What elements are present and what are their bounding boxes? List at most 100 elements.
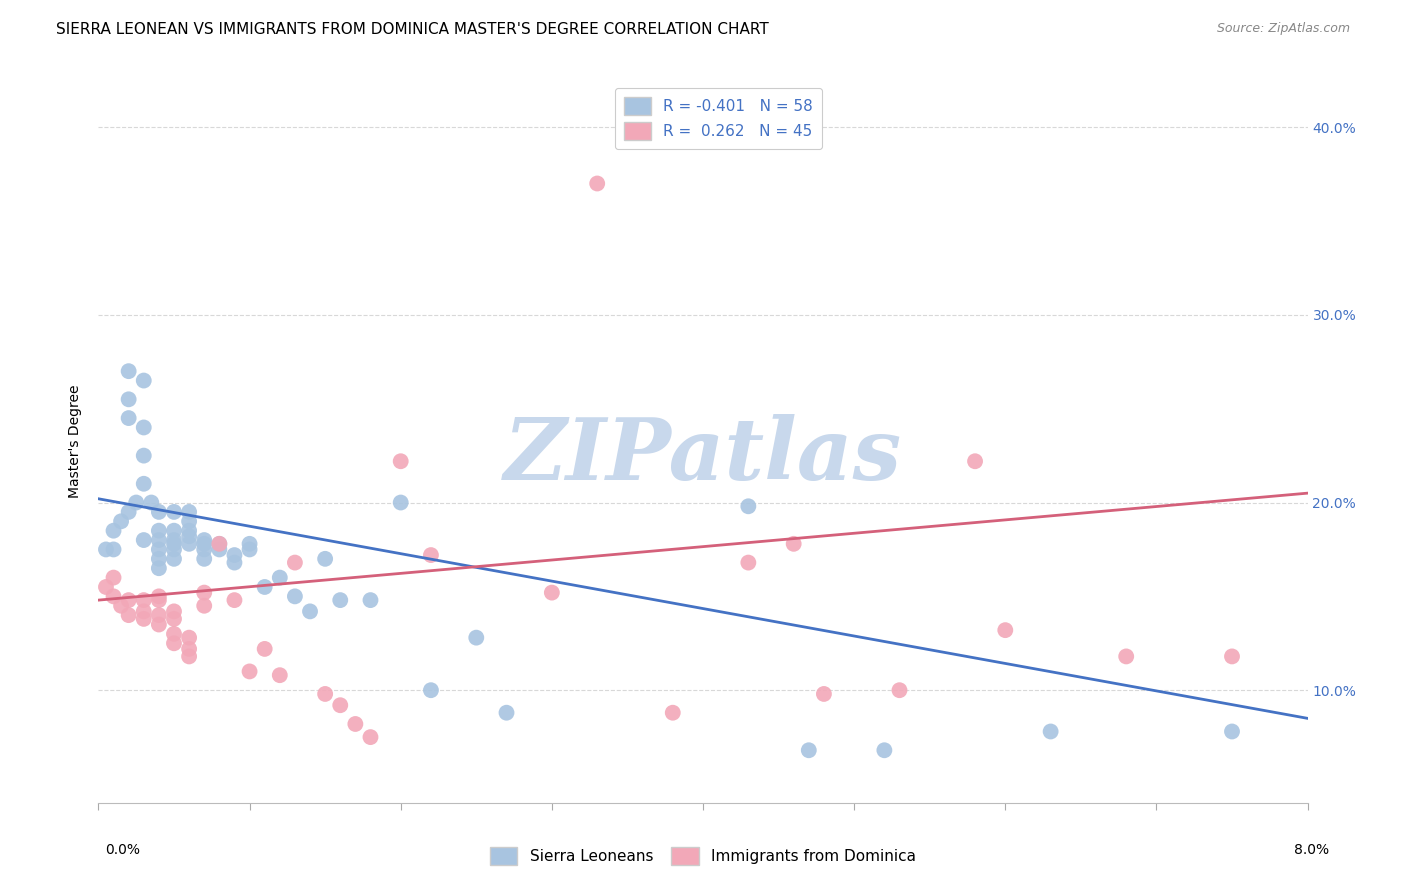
- Point: [110, 599, 132, 613]
- Point: [163, 542, 186, 557]
- Point: [148, 561, 170, 575]
- Point: [208, 537, 231, 551]
- Point: [299, 604, 322, 618]
- Point: [148, 524, 170, 538]
- Text: SIERRA LEONEAN VS IMMIGRANTS FROM DOMINICA MASTER'S DEGREE CORRELATION CHART: SIERRA LEONEAN VS IMMIGRANTS FROM DOMINI…: [56, 22, 769, 37]
- Point: [224, 593, 246, 607]
- Point: [103, 542, 125, 557]
- Point: [118, 608, 141, 623]
- Point: [329, 593, 352, 607]
- Point: [163, 551, 186, 566]
- Point: [179, 514, 201, 528]
- Point: [179, 524, 201, 538]
- Point: [118, 364, 141, 378]
- Point: [94, 542, 117, 557]
- Point: [132, 593, 155, 607]
- Point: [148, 608, 170, 623]
- Point: [118, 392, 141, 407]
- Point: [132, 449, 155, 463]
- Point: [132, 374, 155, 388]
- Point: [163, 627, 186, 641]
- Point: [208, 537, 231, 551]
- Text: 8.0%: 8.0%: [1294, 843, 1329, 857]
- Point: [239, 537, 262, 551]
- Point: [148, 542, 170, 557]
- Point: [163, 524, 186, 538]
- Point: [269, 571, 291, 585]
- Point: [314, 687, 336, 701]
- Point: [360, 730, 382, 744]
- Text: Source: ZipAtlas.com: Source: ZipAtlas.com: [1216, 22, 1350, 36]
- Point: [540, 585, 562, 599]
- Point: [193, 537, 215, 551]
- Point: [163, 604, 186, 618]
- Point: [284, 556, 307, 570]
- Point: [118, 411, 141, 425]
- Point: [965, 454, 987, 468]
- Point: [329, 698, 352, 713]
- Point: [797, 743, 820, 757]
- Legend: Sierra Leoneans, Immigrants from Dominica: Sierra Leoneans, Immigrants from Dominic…: [484, 841, 922, 871]
- Point: [1220, 649, 1243, 664]
- Point: [737, 556, 759, 570]
- Point: [148, 551, 170, 566]
- Point: [239, 542, 262, 557]
- Text: 0.0%: 0.0%: [105, 843, 141, 857]
- Point: [179, 649, 201, 664]
- Point: [420, 548, 443, 562]
- Point: [495, 706, 517, 720]
- Point: [118, 593, 141, 607]
- Point: [193, 599, 215, 613]
- Point: [103, 590, 125, 604]
- Point: [179, 537, 201, 551]
- Point: [1039, 724, 1062, 739]
- Point: [132, 476, 155, 491]
- Point: [163, 505, 186, 519]
- Point: [163, 537, 186, 551]
- Point: [420, 683, 443, 698]
- Point: [737, 500, 759, 514]
- Text: ZIPatlas: ZIPatlas: [503, 414, 903, 498]
- Point: [224, 556, 246, 570]
- Point: [783, 537, 806, 551]
- Point: [148, 590, 170, 604]
- Point: [389, 495, 412, 509]
- Point: [148, 593, 170, 607]
- Point: [269, 668, 291, 682]
- Point: [360, 593, 382, 607]
- Point: [163, 533, 186, 547]
- Point: [224, 548, 246, 562]
- Point: [389, 454, 412, 468]
- Point: [132, 533, 155, 547]
- Point: [344, 717, 367, 731]
- Point: [125, 495, 148, 509]
- Point: [1220, 724, 1243, 739]
- Point: [148, 533, 170, 547]
- Point: [179, 505, 201, 519]
- Point: [132, 612, 155, 626]
- Point: [148, 505, 170, 519]
- Point: [110, 514, 132, 528]
- Point: [253, 580, 276, 594]
- Point: [193, 585, 215, 599]
- Point: [193, 542, 215, 557]
- Point: [994, 623, 1017, 637]
- Point: [1115, 649, 1137, 664]
- Point: [148, 617, 170, 632]
- Y-axis label: Master's Degree: Master's Degree: [69, 384, 83, 499]
- Point: [103, 571, 125, 585]
- Point: [103, 524, 125, 538]
- Point: [179, 631, 201, 645]
- Point: [889, 683, 911, 698]
- Point: [813, 687, 835, 701]
- Point: [208, 542, 231, 557]
- Legend: R = -0.401   N = 58, R =  0.262   N = 45: R = -0.401 N = 58, R = 0.262 N = 45: [614, 88, 823, 149]
- Point: [179, 641, 201, 656]
- Point: [94, 580, 117, 594]
- Point: [253, 641, 276, 656]
- Point: [465, 631, 488, 645]
- Point: [132, 420, 155, 434]
- Point: [284, 590, 307, 604]
- Point: [179, 529, 201, 543]
- Point: [141, 495, 163, 509]
